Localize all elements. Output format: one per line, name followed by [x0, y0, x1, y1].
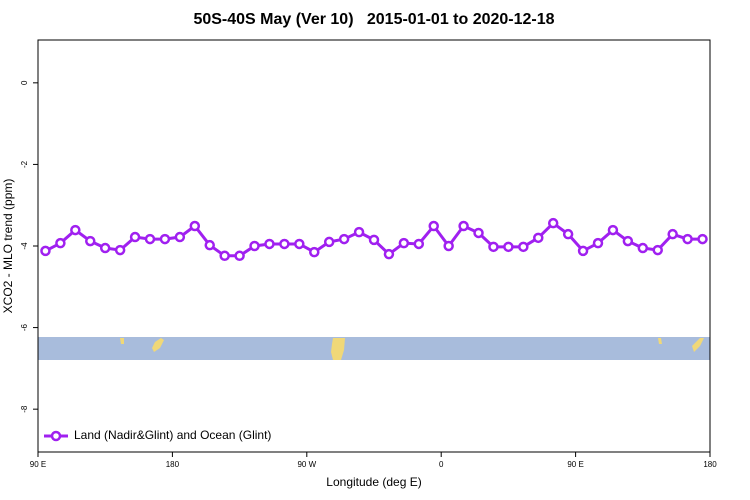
point	[622, 235, 634, 247]
point	[189, 220, 201, 232]
point	[503, 241, 514, 253]
point	[55, 237, 66, 249]
point	[697, 233, 708, 245]
point	[309, 246, 320, 258]
point	[428, 220, 439, 232]
x-axis-label: Longitude (deg E)	[326, 475, 421, 489]
y-tick-label: -4	[20, 242, 29, 250]
point	[338, 233, 350, 245]
point	[114, 244, 126, 256]
y-tick-label: -6	[20, 323, 29, 331]
point	[443, 240, 454, 252]
point	[159, 233, 171, 245]
x-tick-label: 180	[166, 460, 180, 469]
x-tick-label: 90 E	[30, 460, 46, 469]
point	[353, 226, 365, 238]
y-axis-label: XCO2 - MLO trend (ppm)	[1, 179, 15, 314]
point	[577, 245, 589, 257]
y-tick-label: 0	[20, 80, 29, 85]
point	[99, 242, 111, 254]
point	[473, 227, 484, 239]
y-tick-label: -2	[20, 160, 29, 168]
point	[398, 237, 410, 249]
point	[129, 231, 141, 243]
point	[592, 237, 604, 249]
legend-marker	[50, 430, 62, 442]
y-tick-label: -8	[20, 405, 29, 413]
point	[547, 217, 559, 229]
legend-entry: Land (Nadir&Glint) and Ocean (Glint)	[44, 428, 271, 442]
point	[323, 236, 335, 248]
point	[637, 242, 649, 254]
point	[682, 233, 693, 245]
point	[70, 224, 81, 236]
point	[488, 241, 499, 253]
point	[533, 232, 544, 244]
x-tick-label: 180	[703, 460, 717, 469]
point	[204, 239, 215, 251]
point	[562, 228, 574, 240]
legend-label: Land (Nadir&Glint) and Ocean (Glint)	[74, 428, 271, 442]
point	[518, 241, 529, 253]
point	[279, 238, 290, 250]
x-tick-label: 90 E	[567, 460, 583, 469]
x-tick-label: 0	[439, 460, 444, 469]
ocean-band	[38, 337, 710, 360]
point	[413, 238, 425, 250]
point	[234, 250, 245, 262]
point	[652, 244, 663, 256]
point	[667, 228, 678, 240]
point	[249, 240, 260, 252]
land-mask	[38, 337, 710, 360]
point	[368, 234, 380, 246]
point	[458, 220, 469, 232]
point	[174, 231, 186, 243]
point	[294, 238, 305, 250]
chart-title: 50S-40S May (Ver 10) 2015-01-01 to 2020-…	[193, 11, 554, 28]
point	[144, 233, 156, 245]
point	[219, 250, 230, 262]
x-tick-label: 90 W	[297, 460, 316, 469]
point	[383, 248, 395, 260]
point	[40, 245, 51, 257]
point	[85, 235, 96, 247]
point	[607, 224, 619, 236]
plot-frame	[37, 39, 711, 453]
point	[264, 238, 275, 250]
